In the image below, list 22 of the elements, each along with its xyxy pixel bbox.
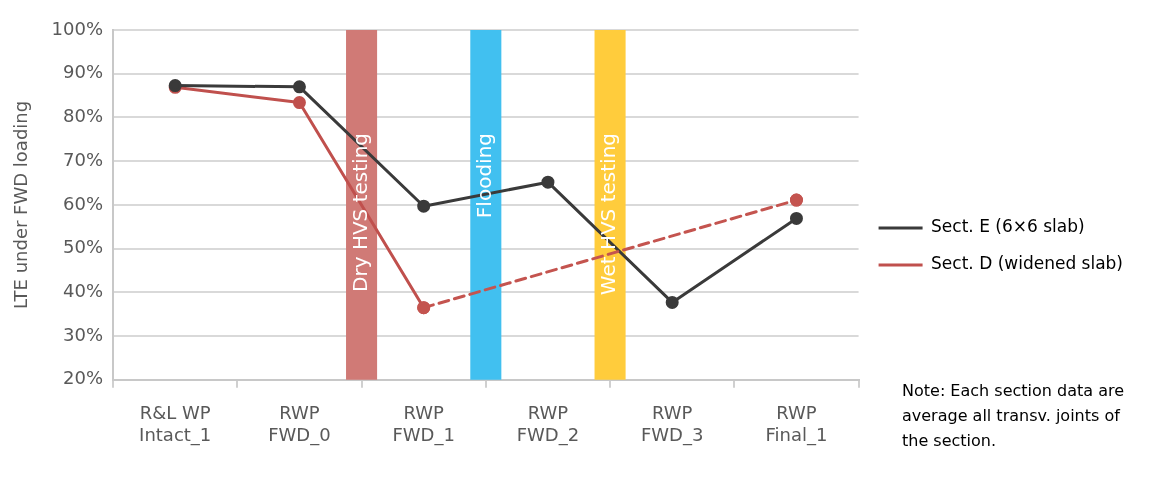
y-tick-label: 70% [63,148,104,170]
band-label: Flooding [472,133,497,219]
x-tick-label: RWP FWD_2 [516,402,580,446]
y-tick-label: 100% [51,17,104,39]
x-tick-label: RWP FWD_1 [392,402,455,446]
band-label: Wet HVS testing [596,133,621,296]
y-tick-label: 30% [63,323,104,345]
y-tick-label: 50% [63,236,104,258]
x-tick-label: RWP FWD_0 [268,402,331,446]
band-label: Dry HVS testing [347,132,372,292]
legend-label: Sect. D (widened slab) [931,253,1124,274]
x-tick-label: RWP FWD_3 [640,402,704,446]
y-tick-label: 90% [63,61,104,83]
y-tick-label: 80% [63,105,104,127]
legend-label: Sect. E (6×6 slab) [931,216,1085,237]
y-axis-title: LTE under FWD loading [10,100,32,309]
x-tick-label: R&L WP Intact_1 [139,402,212,446]
y-tick-label: 40% [63,280,104,302]
text: Note: Each section data are average all transv. joints of the section. [902,380,1125,452]
x-tick-label: RWP Final_1 [765,402,828,446]
y-tick-label: 60% [63,192,104,214]
y-tick-label: 20% [63,367,104,389]
